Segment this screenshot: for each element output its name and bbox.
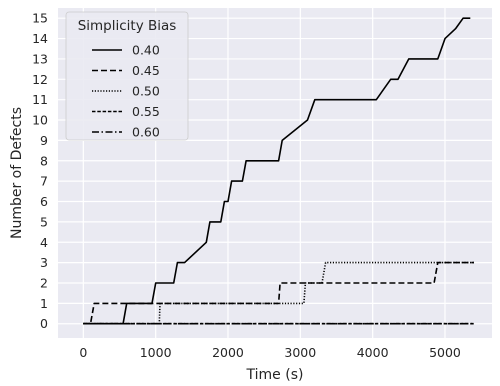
y-tick-label: 4 <box>40 235 48 250</box>
series-line-0-45 <box>83 261 474 325</box>
legend-label: 0.60 <box>132 125 160 140</box>
y-tick-label: 14 <box>32 31 48 46</box>
y-tick-label: 1 <box>40 296 48 311</box>
y-tick-label: 12 <box>32 72 48 87</box>
y-tick-label: 10 <box>32 113 48 128</box>
x-axis-label: Time (s) <box>246 367 304 383</box>
x-tick-label: 3000 <box>284 345 316 360</box>
y-tick-label: 5 <box>40 214 48 229</box>
legend-title: Simplicity Bias <box>78 18 177 34</box>
legend-label: 0.55 <box>132 104 160 119</box>
y-tick-label: 6 <box>40 194 48 209</box>
series-line-0-50 <box>83 261 474 325</box>
x-tick-label: 5000 <box>429 345 461 360</box>
x-tick-label: 0 <box>79 345 87 360</box>
x-tick-label: 1000 <box>140 345 172 360</box>
legend-label: 0.40 <box>132 43 160 58</box>
legend-label: 0.45 <box>132 63 160 78</box>
legend-box <box>65 11 189 141</box>
y-tick-label: 8 <box>40 153 48 168</box>
x-tick-label: 2000 <box>212 345 244 360</box>
series-line-0-40 <box>83 17 471 325</box>
series-lines <box>83 17 474 325</box>
legend-label: 0.50 <box>132 84 160 99</box>
y-tick-label: 11 <box>32 92 48 107</box>
y-tick-label: 13 <box>32 51 48 66</box>
y-tick-label: 9 <box>40 133 48 148</box>
tick-labels: 0 1000 2000 3000 4000 50000123456789101112131… <box>32 11 461 360</box>
y-axis-label: Number of Defects <box>9 107 25 239</box>
legend-items: 0.40 0.45 0.50 0.55 0.60 <box>92 43 160 140</box>
y-tick-label: 7 <box>40 174 48 189</box>
y-tick-label: 0 <box>40 316 48 331</box>
y-tick-label: 15 <box>32 11 48 26</box>
legend: Simplicity Bias 0.40 0.45 0.50 0.55 0.60 <box>65 11 189 141</box>
x-tick-label: 4000 <box>357 345 389 360</box>
y-tick-label: 2 <box>40 276 48 291</box>
y-tick-label: 3 <box>40 255 48 270</box>
